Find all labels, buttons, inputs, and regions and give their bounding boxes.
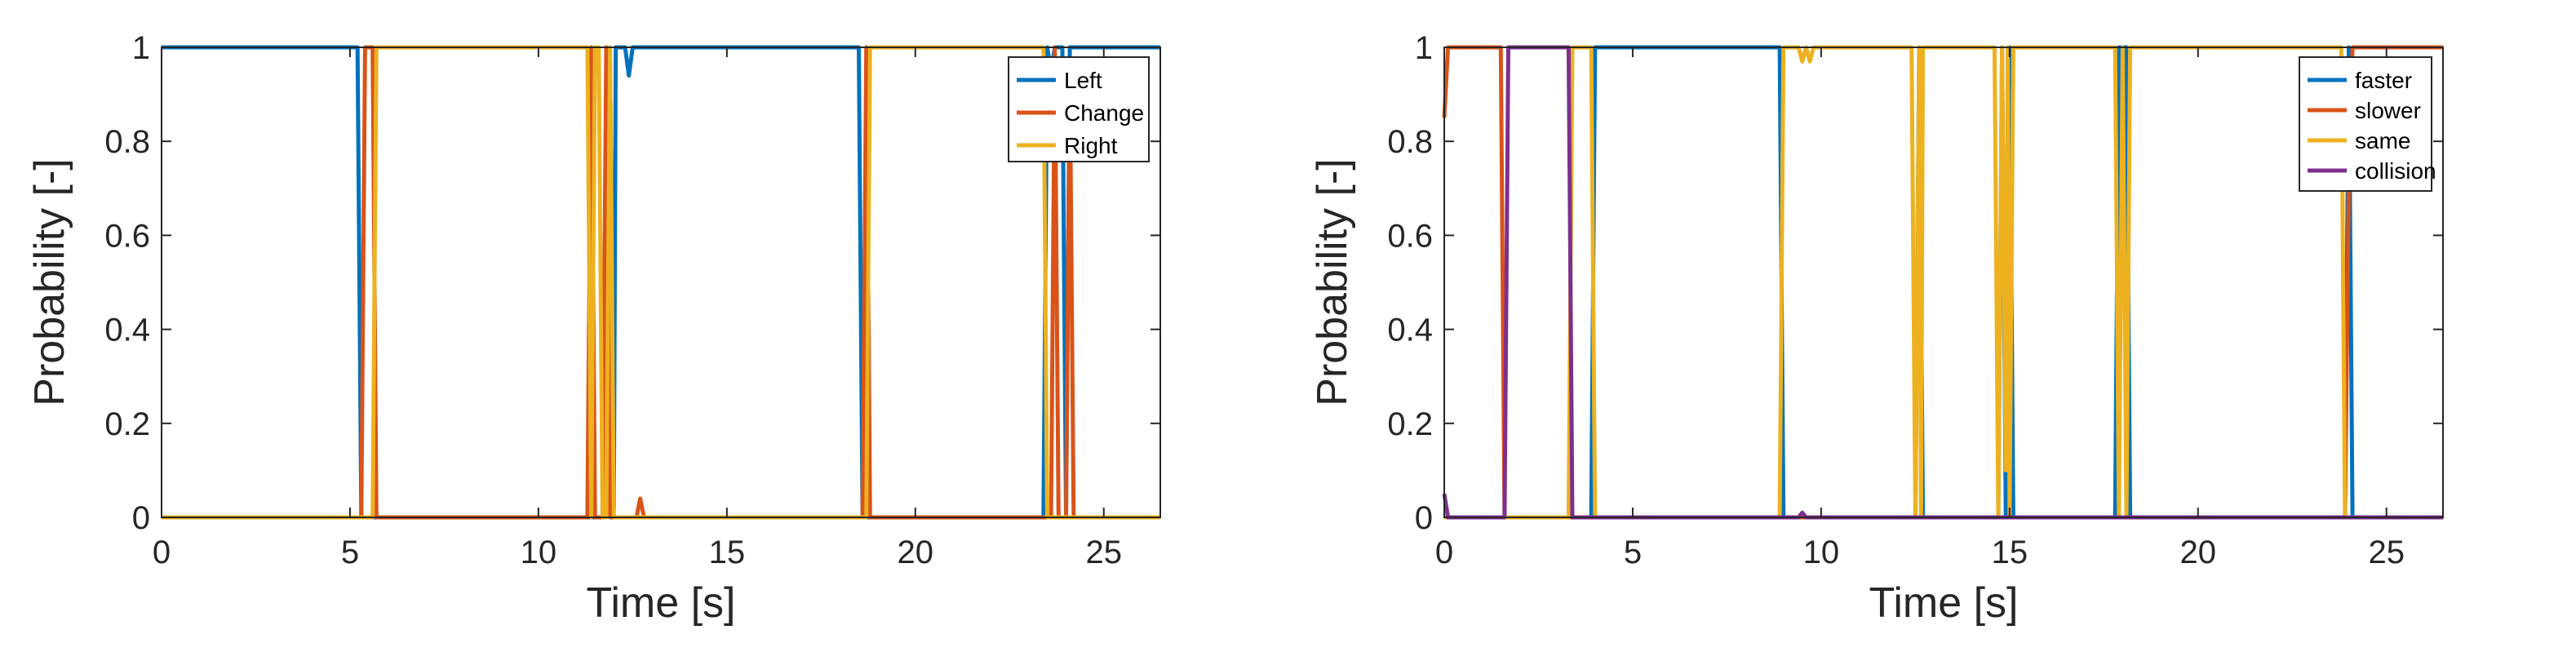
x-tick-label: 10 — [1803, 535, 1840, 570]
legend: faster slower same collision — [2299, 56, 2436, 192]
legend-label-slower: slower — [2355, 98, 2421, 123]
chart-speed-change: 0 5 10 15 20 25 0 0.2 0.4 0.6 0.8 1 Time [s] Probab… — [1309, 30, 2444, 627]
y-tick-label: 1 — [1415, 30, 1433, 66]
axes-box — [161, 47, 1161, 518]
legend-label-collision: collision — [2355, 158, 2436, 184]
x-tick-label: 25 — [1085, 535, 1122, 570]
legend-label-left: Left — [1064, 68, 1102, 93]
y-tick-label: 0 — [132, 500, 150, 536]
x-tick-label: 0 — [153, 535, 171, 570]
chart-lane-change: 0 5 10 15 20 25 0 0.2 0.4 0.6 0.8 1 Time [s] Probab… — [26, 30, 1161, 627]
x-tick-label: 25 — [2368, 535, 2405, 570]
axes-box — [1443, 47, 2444, 518]
legend-label-same: same — [2355, 128, 2410, 153]
tick-group: 0 5 10 15 20 25 0 0.2 0.4 0.6 0.8 1 — [104, 30, 1160, 570]
x-axis-label: Time [s] — [1869, 579, 2019, 627]
plot-area — [1444, 47, 2443, 517]
x-tick-label: 15 — [709, 535, 746, 570]
y-tick-label: 0.6 — [104, 218, 150, 254]
y-axis-label: Probability [-] — [26, 158, 73, 406]
x-tick-label: 15 — [1992, 535, 2028, 570]
y-tick-label: 0.8 — [104, 124, 150, 160]
x-axis-label: Time [s] — [587, 579, 736, 627]
y-tick-label: 0.4 — [1387, 313, 1433, 348]
legend-label-right: Right — [1064, 133, 1118, 158]
y-axis-label: Probability [-] — [1309, 158, 1356, 406]
x-tick-label: 20 — [898, 535, 934, 570]
x-tick-label: 10 — [521, 535, 557, 570]
y-tick-label: 0.2 — [1387, 406, 1433, 442]
y-tick-label: 0.2 — [104, 406, 150, 442]
x-tick-label: 0 — [1435, 535, 1453, 570]
y-tick-label: 1 — [132, 30, 150, 66]
plot-area — [162, 47, 1160, 517]
series-line-same — [1444, 45, 2443, 520]
tick-group: 0 5 10 15 20 25 0 0.2 0.4 0.6 0.8 1 — [1387, 30, 2443, 570]
y-tick-label: 0.4 — [104, 313, 150, 348]
legend-label-change: Change — [1064, 100, 1144, 126]
x-tick-label: 20 — [2180, 535, 2217, 570]
legend: Left Change Right — [1008, 56, 1150, 162]
y-tick-label: 0.8 — [1387, 124, 1433, 160]
x-tick-label: 5 — [1624, 535, 1642, 570]
y-tick-label: 0 — [1415, 500, 1433, 536]
legend-label-faster: faster — [2355, 68, 2412, 93]
x-tick-label: 5 — [341, 535, 359, 570]
y-tick-label: 0.6 — [1387, 218, 1433, 254]
